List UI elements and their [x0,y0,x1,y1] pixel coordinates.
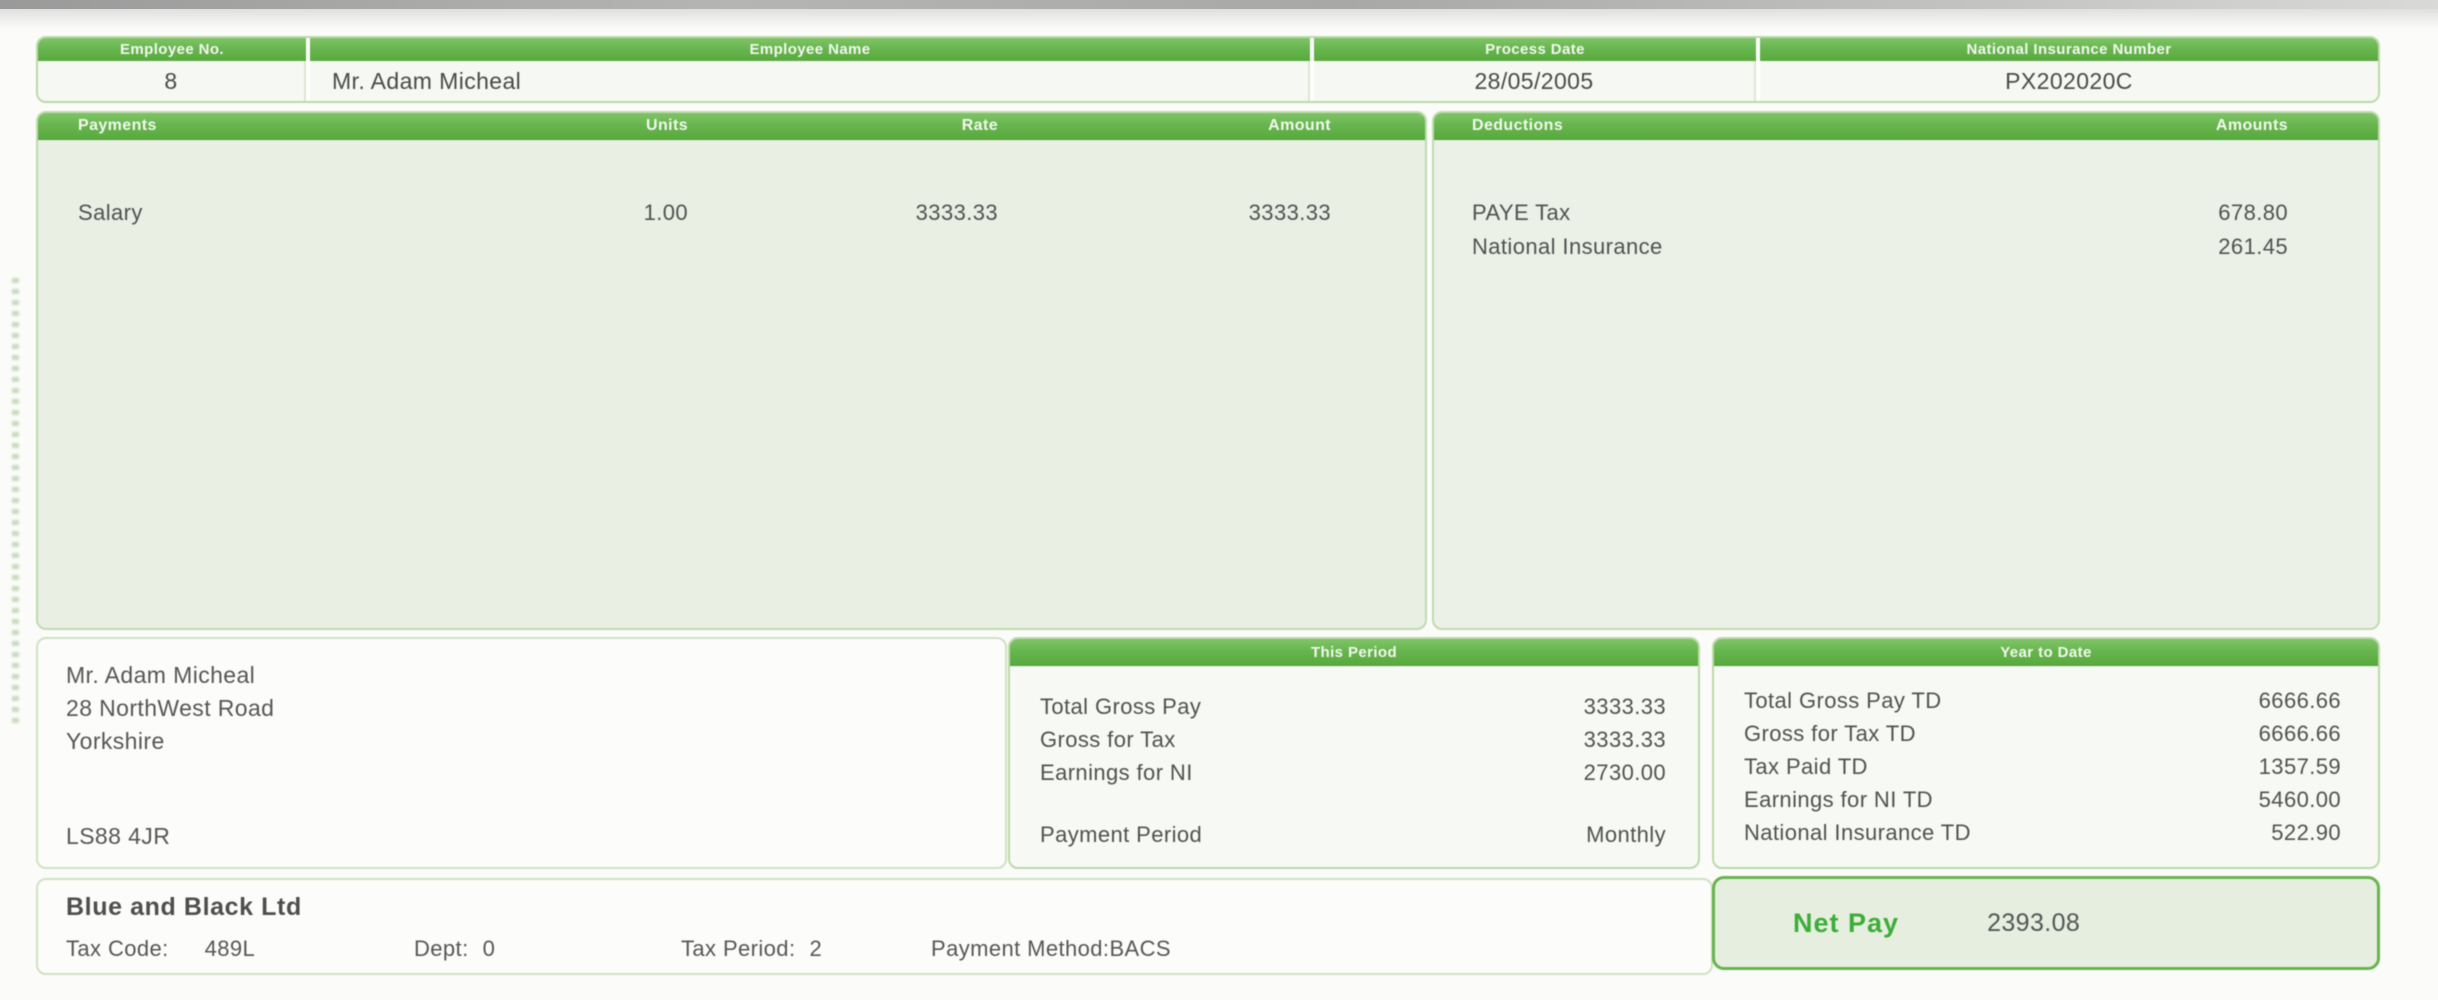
ytd-label: Earnings for NI TD [1744,787,1933,812]
payments-header-row: Payments Units Rate Amount [38,113,1425,140]
ytd-row: Total Gross Pay TD 6666.66 [1714,684,2378,717]
payment-units: 1.00 [643,200,688,225]
net-pay-value: 2393.08 [1987,908,2081,937]
deductions-panel: Deductions Amounts PAYE Tax 678.80 Natio… [1432,111,2380,630]
company-info-line: Tax Code: 489L Dept: 0 Tax Period: 2 Pay… [38,936,1711,964]
payment-method-value: BACS [1109,936,1171,961]
ytd-row: Earnings for NI TD 5460.00 [1714,783,2378,816]
payment-amount: 3333.33 [1248,200,1331,225]
period-value: 3333.33 [1583,694,1666,719]
ytd-value: 1357.59 [2258,754,2341,779]
ytd-value: 6666.66 [2258,721,2341,746]
tax-period-value: 2 [809,936,823,961]
ytd-value: 5460.00 [2258,787,2341,812]
scan-edge-fade [0,9,2438,31]
net-pay-box: Net Pay 2393.08 [1712,876,2380,970]
tax-code-label: Tax Code: [66,936,169,961]
ytd-row: Gross for Tax TD 6666.66 [1714,717,2378,750]
ni-number-header: National Insurance Number [1760,38,2378,61]
tax-code-value: 489L [204,936,256,961]
employee-name-cell: Employee Name Mr. Adam Micheal [310,38,1310,101]
period-label: Earnings for NI [1040,760,1193,785]
tax-code-pair: Tax Code: 489L [66,936,255,962]
amount-header: Amount [1268,117,1331,134]
scan-edge-artifact [0,0,2438,9]
year-to-date-box: Year to Date Total Gross Pay TD 6666.66 … [1712,637,2380,869]
ytd-label: Gross for Tax TD [1744,721,1916,746]
deductions-header: Deductions [1472,117,1564,134]
deduction-name: PAYE Tax [1472,200,1571,225]
this-period-box: This Period Total Gross Pay 3333.33 Gros… [1008,637,1700,869]
this-period-header: This Period [1010,639,1698,666]
payment-method-pair: Payment Method: BACS [931,936,1171,962]
payments-panel: Payments Units Rate Amount Salary 1.00 3… [36,111,1427,630]
period-label: Gross for Tax [1040,727,1176,752]
payment-rate: 3333.33 [915,200,998,225]
address-postcode: LS88 4JR [66,823,171,849]
payment-period-label: Payment Period [1040,822,1203,847]
deduction-amount: 261.45 [2218,234,2288,259]
process-date-cell: Process Date 28/05/2005 [1314,38,1756,101]
address-line: Mr. Adam Micheal [66,662,256,688]
deduction-amount: 678.80 [2218,200,2288,225]
deduction-row: PAYE Tax 678.80 [1434,196,2378,230]
ni-number-value: PX202020C [1760,61,2378,101]
ytd-label: Tax Paid TD [1744,754,1868,779]
period-value: 3333.33 [1583,727,1666,752]
period-row: Gross for Tax 3333.33 [1010,723,1698,756]
payment-name: Salary [78,200,143,225]
rate-header: Rate [961,117,998,134]
ytd-row: Tax Paid TD 1357.59 [1714,750,2378,783]
process-date-value: 28/05/2005 [1314,61,1756,101]
period-row: Total Gross Pay 3333.33 [1010,690,1698,723]
company-info-box: Blue and Black Ltd Tax Code: 489L Dept: … [36,878,1713,975]
address-line: Yorkshire [66,728,165,754]
period-label: Total Gross Pay [1040,694,1202,719]
employee-no-header: Employee No. [38,38,306,61]
tax-period-label: Tax Period: [681,936,796,961]
deduction-name: National Insurance [1472,234,1663,259]
ytd-label: National Insurance TD [1744,820,1971,845]
payments-body: Salary 1.00 3333.33 3333.33 [38,140,1425,230]
dept-value: 0 [482,936,496,961]
payments-header: Payments [78,117,157,134]
employee-address-box: Mr. Adam Micheal 28 NorthWest Road Yorks… [36,637,1007,869]
period-spacer [1010,789,1698,818]
employee-info-bar: Employee No. 8 Employee Name Mr. Adam Mi… [36,36,2380,103]
ytd-value: 522.90 [2271,820,2341,845]
left-edge-vertical-text [12,278,19,728]
deductions-body: PAYE Tax 678.80 National Insurance 261.4… [1434,140,2378,264]
dept-pair: Dept: 0 [414,936,495,962]
ni-number-cell: National Insurance Number PX202020C [1760,38,2378,101]
ytd-label: Total Gross Pay TD [1744,688,1942,713]
address-spacer [66,758,1005,820]
process-date-header: Process Date [1314,38,1756,61]
period-row: Earnings for NI 2730.00 [1010,756,1698,789]
deductions-header-row: Deductions Amounts [1434,113,2378,140]
year-to-date-header: Year to Date [1714,639,2378,666]
payment-row: Salary 1.00 3333.33 3333.33 [38,196,1425,230]
payment-period-row: Payment Period Monthly [1010,818,1698,867]
period-value: 2730.00 [1583,760,1666,785]
amounts-header: Amounts [2215,117,2288,134]
deduction-row: National Insurance 261.45 [1434,230,2378,264]
ytd-value: 6666.66 [2258,688,2341,713]
tax-period-pair: Tax Period: 2 [681,936,822,962]
ytd-row: National Insurance TD 522.90 [1714,816,2378,849]
payment-method-label: Payment Method: [931,936,1110,961]
dept-label: Dept: [414,936,469,961]
net-pay-label: Net Pay [1793,907,1900,938]
employee-no-value: 8 [38,61,306,101]
employee-no-cell: Employee No. 8 [38,38,306,101]
units-header: Units [646,117,688,134]
address-line: 28 NorthWest Road [66,695,275,721]
payment-period-value: Monthly [1586,822,1666,847]
company-name: Blue and Black Ltd [66,893,302,921]
employee-name-value: Mr. Adam Micheal [310,61,1310,101]
employee-name-header: Employee Name [310,38,1310,61]
